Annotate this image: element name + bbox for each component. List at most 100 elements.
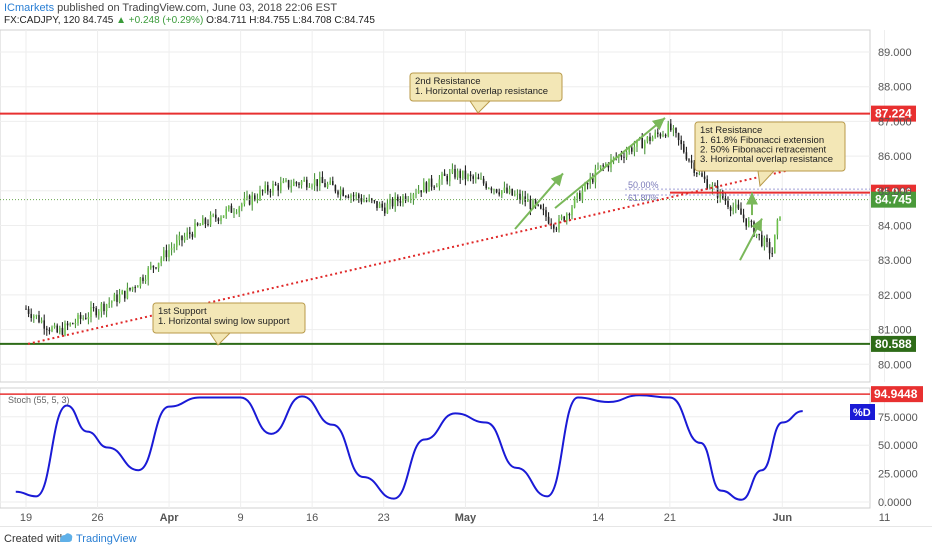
- candle-body: [683, 144, 685, 153]
- candle-body: [147, 268, 149, 280]
- candle-body: [560, 216, 563, 219]
- candle-body: [425, 182, 428, 192]
- candle-body: [532, 200, 534, 209]
- x-tick-label: Jun: [772, 512, 792, 524]
- candle-body: [670, 123, 672, 131]
- candle-body: [659, 133, 662, 137]
- candle-body: [254, 195, 256, 200]
- candle-body: [589, 177, 591, 185]
- candle-body: [503, 187, 506, 191]
- candle-body: [126, 287, 129, 299]
- candle-body: [38, 315, 40, 323]
- candle-body: [768, 242, 771, 254]
- candle-body: [155, 267, 157, 269]
- candle-body: [464, 170, 467, 180]
- stoch-level-tag: [871, 386, 923, 403]
- candle-body: [329, 181, 331, 185]
- y-tick-label: 89.000: [878, 47, 912, 59]
- candle-body: [384, 207, 386, 214]
- price-layer: [25, 119, 781, 337]
- candle-body: [342, 189, 344, 196]
- candle-body: [82, 317, 84, 319]
- candle-body: [316, 179, 318, 187]
- candle-body: [103, 303, 105, 312]
- candle-body: [202, 218, 204, 225]
- level-tag: [871, 335, 916, 352]
- candle-body: [72, 323, 74, 325]
- candle-body: [651, 137, 654, 142]
- candle-body: [540, 205, 542, 209]
- candle-body: [77, 314, 79, 324]
- symbol-line: FX:CADJPY, 120 84.745: [4, 15, 114, 26]
- candle-body: [420, 190, 422, 193]
- candle-body: [542, 208, 545, 211]
- candle-body: [33, 316, 35, 319]
- candle-body: [774, 234, 776, 254]
- candle-body: [779, 216, 781, 220]
- candle-body: [352, 195, 355, 197]
- candle-body: [677, 133, 680, 141]
- x-tick-label: 16: [306, 512, 318, 524]
- candle-body: [118, 294, 121, 302]
- level-tag: [871, 105, 916, 122]
- candle-body: [511, 188, 513, 196]
- candle-body: [204, 218, 207, 224]
- candle-body: [586, 182, 589, 185]
- y-tick-label: 87.000: [878, 116, 912, 128]
- symbol-info: FX:CADJPY, 120 84.745 ▲ +0.248 (+0.29%) …: [4, 15, 375, 26]
- x-tick-label: 11: [879, 512, 890, 524]
- y-tick-label: 82.000: [878, 290, 912, 302]
- candle-body: [441, 173, 443, 180]
- candle-body: [105, 304, 108, 312]
- candle-body: [607, 164, 610, 168]
- annotation-tail: [209, 332, 232, 346]
- candle-body: [394, 196, 396, 207]
- candle-body: [129, 287, 131, 290]
- candle-body: [92, 306, 95, 309]
- candle-body: [79, 314, 82, 319]
- candle-body: [493, 189, 495, 191]
- candle-body: [755, 233, 758, 236]
- stoch-level-label: 94.9448: [874, 387, 918, 401]
- candle-body: [443, 173, 446, 176]
- candle-body: [74, 323, 77, 325]
- candle-body: [40, 320, 43, 323]
- candle-body: [693, 162, 695, 173]
- axis-layer: 19 26 Apr 9 16 23 May 14 21 Jun 11 89.000 88.000 87.0…: [20, 47, 918, 524]
- candle-body: [144, 279, 147, 282]
- candle-body: [360, 198, 363, 202]
- chart-header: ICmarkets published on TradingView.com, …: [0, 0, 932, 30]
- candle-body: [358, 194, 360, 199]
- candle-body: [27, 308, 30, 314]
- candle-body: [657, 132, 659, 134]
- candle-body: [272, 184, 274, 193]
- candle-body: [433, 186, 435, 188]
- candle-body: [758, 233, 760, 235]
- candle-body: [238, 207, 240, 213]
- candle-body: [579, 192, 581, 201]
- candle-body: [547, 216, 550, 224]
- candle-body: [623, 156, 625, 158]
- candle-body: [142, 277, 144, 282]
- candle-body: [152, 265, 155, 268]
- y-tick-label: 83.000: [878, 255, 912, 267]
- candle-body: [646, 136, 649, 142]
- y-tick-label: 80.000: [878, 359, 912, 371]
- candle-body: [644, 141, 646, 149]
- candle-body: [555, 228, 558, 230]
- candle-body: [714, 185, 716, 187]
- candle-body: [261, 190, 264, 192]
- tradingview-brand[interactable]: TradingView: [76, 533, 137, 545]
- candle-body: [456, 170, 459, 178]
- candle-body: [667, 123, 669, 137]
- candle-body: [690, 160, 693, 163]
- candle-body: [308, 186, 311, 188]
- candle-body: [324, 183, 326, 188]
- candle-body: [508, 188, 511, 193]
- author-link[interactable]: ICmarkets: [4, 2, 55, 14]
- annotation-line: 2. 50% Fibonacci retracement: [700, 145, 827, 156]
- x-tick-label: 21: [664, 512, 676, 524]
